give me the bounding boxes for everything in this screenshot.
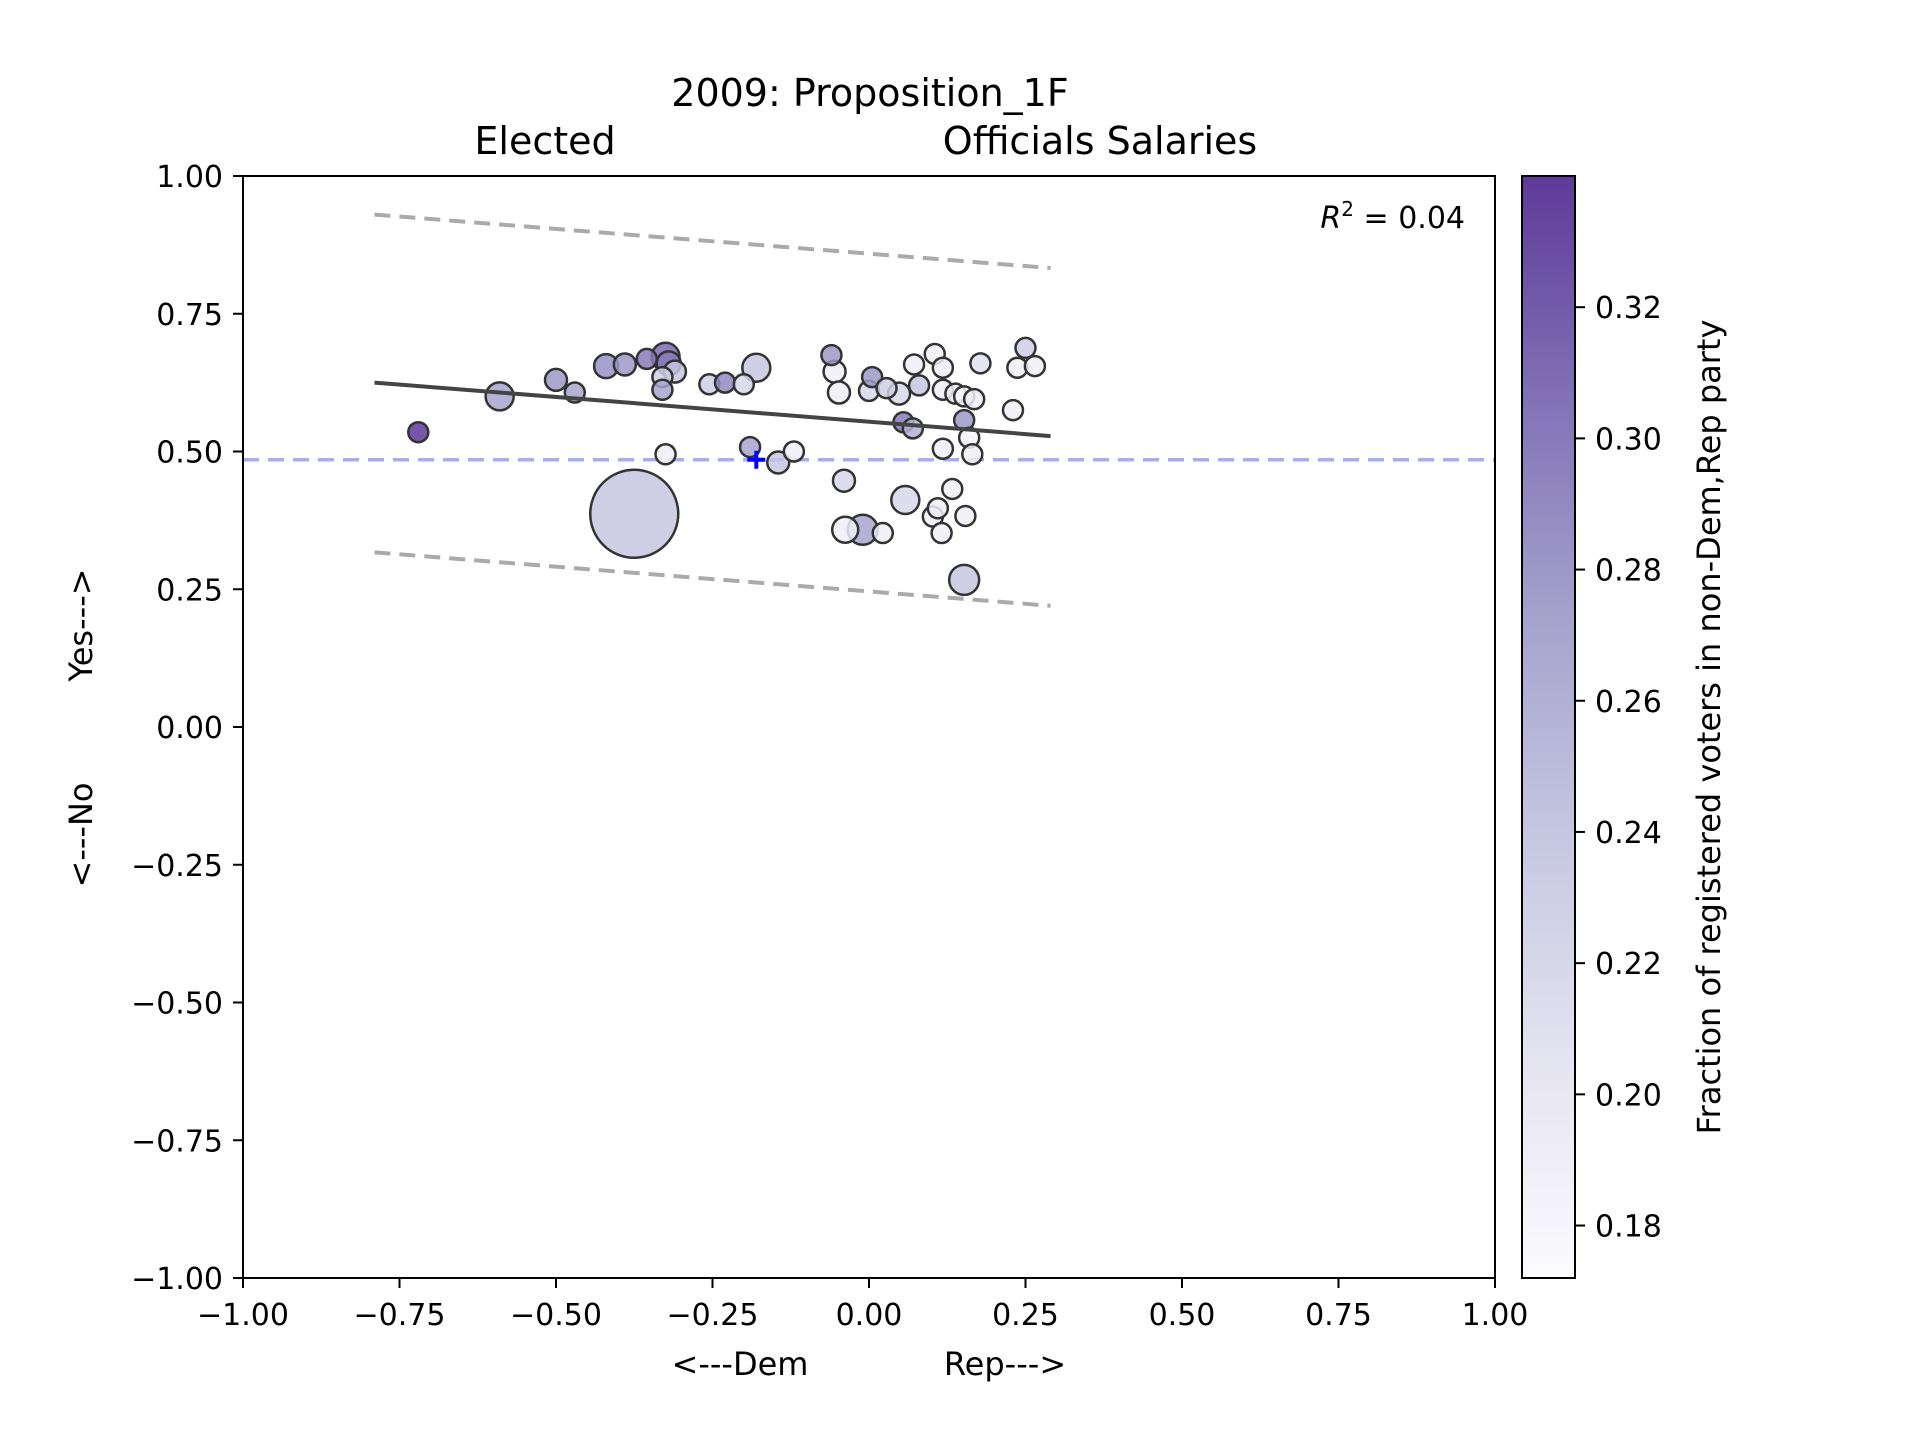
y-tick-label: 0.75 bbox=[156, 298, 223, 333]
y-tick-label: −0.25 bbox=[131, 849, 223, 884]
plot-background bbox=[243, 176, 1495, 1278]
data-point bbox=[732, 373, 756, 396]
upper-bound-line bbox=[374, 212, 1051, 271]
y-axis-ticks: −1.00 −0.75 −0.50 −0.25 0.00 0.25 0.50 0.75 1.00 bbox=[131, 160, 243, 1297]
data-point bbox=[713, 371, 737, 394]
r2-label-r: R bbox=[1320, 201, 1341, 236]
x-tick-label: 0.25 bbox=[992, 1298, 1059, 1333]
x-axis-ticks: −1.00 −0.75 −0.50 −0.25 0.00 0.25 0.50 0.75 1.00 bbox=[197, 1278, 1528, 1333]
data-point bbox=[875, 376, 898, 400]
x-tick-label: −0.75 bbox=[354, 1298, 446, 1333]
x-axis-label-left: <---Dem bbox=[672, 1345, 809, 1383]
colorbar-tick-label: 0.20 bbox=[1595, 1078, 1662, 1113]
r2-annotation: R2 = 0.04 bbox=[1320, 197, 1465, 236]
colorbar-tick-label: 0.30 bbox=[1595, 422, 1662, 457]
data-point bbox=[782, 440, 806, 463]
data-point bbox=[901, 417, 925, 440]
x-tick-label: −1.00 bbox=[197, 1298, 289, 1333]
data-point bbox=[931, 437, 955, 460]
data-point bbox=[831, 468, 857, 493]
data-point bbox=[871, 521, 895, 545]
x-axis-label-right: Rep---> bbox=[944, 1345, 1066, 1383]
colorbar-tick-label: 0.24 bbox=[1595, 816, 1662, 851]
r2-label-exp: 2 bbox=[1341, 197, 1354, 221]
data-point bbox=[961, 443, 984, 466]
data-point bbox=[926, 497, 950, 520]
y-tick-label: −1.00 bbox=[131, 1262, 223, 1297]
y-tick-label: −0.75 bbox=[131, 1124, 223, 1159]
y-axis-label-top: Yes---> bbox=[62, 568, 100, 682]
data-point bbox=[589, 468, 680, 560]
x-tick-label: −0.50 bbox=[510, 1298, 602, 1333]
marker-layer bbox=[374, 380, 1051, 469]
colorbar-tick-label: 0.32 bbox=[1595, 291, 1662, 326]
data-point bbox=[635, 347, 659, 371]
data-point bbox=[826, 380, 852, 405]
y-axis-label-bottom: <---No bbox=[62, 783, 100, 888]
x-tick-label: 0.75 bbox=[1305, 1298, 1372, 1333]
y-tick-label: 0.50 bbox=[156, 436, 223, 471]
chart-title: 2009: Proposition_1F bbox=[671, 71, 1068, 115]
points-layer bbox=[407, 336, 1047, 597]
data-point bbox=[930, 521, 953, 545]
colorbar-gradient bbox=[1521, 175, 1576, 1279]
colorbar: 0.18 0.20 0.22 0.24 0.26 0.28 0.30 0.32 Fractio… bbox=[1521, 175, 1728, 1279]
y-tick-label: 1.00 bbox=[156, 160, 223, 195]
x-tick-label: 1.00 bbox=[1462, 1298, 1529, 1333]
data-point bbox=[947, 563, 981, 597]
data-point bbox=[931, 356, 955, 379]
lower-bound-line bbox=[374, 550, 1051, 608]
colorbar-label: Fraction of registered voters in non-Dem… bbox=[1690, 320, 1728, 1135]
data-point bbox=[954, 504, 977, 528]
data-point bbox=[651, 378, 674, 402]
r2-label-value: = 0.04 bbox=[1354, 201, 1465, 236]
data-point bbox=[654, 443, 677, 466]
colorbar-ticks: 0.18 0.20 0.22 0.24 0.26 0.28 0.30 0.32 bbox=[1575, 291, 1662, 1245]
plot-area: −1.00 −0.75 −0.50 −0.25 0.00 0.25 0.50 0.75 1.00… bbox=[131, 160, 1528, 1333]
data-point bbox=[612, 352, 638, 377]
lines-layer bbox=[243, 212, 1495, 608]
data-point bbox=[765, 450, 791, 475]
colorbar-tick-label: 0.22 bbox=[1595, 947, 1662, 982]
data-point bbox=[941, 477, 964, 501]
chart-subtitle-right: Officials Salaries bbox=[943, 119, 1257, 163]
x-tick-label: −0.25 bbox=[667, 1298, 759, 1333]
data-point bbox=[1023, 354, 1047, 378]
y-tick-label: −0.50 bbox=[131, 987, 223, 1022]
chart-subtitle-left: Elected bbox=[474, 119, 615, 163]
data-point bbox=[830, 515, 860, 544]
y-tick-label: 0.25 bbox=[156, 573, 223, 608]
data-point bbox=[1014, 336, 1037, 360]
data-point bbox=[1001, 398, 1025, 422]
data-point bbox=[969, 352, 992, 375]
colorbar-tick-label: 0.18 bbox=[1595, 1210, 1662, 1245]
data-point bbox=[543, 367, 569, 393]
data-point bbox=[962, 387, 986, 411]
colorbar-tick-label: 0.28 bbox=[1595, 554, 1662, 589]
x-tick-label: 0.50 bbox=[1149, 1298, 1216, 1333]
regression-line bbox=[374, 380, 1051, 439]
data-point bbox=[820, 343, 843, 367]
data-point bbox=[902, 353, 926, 376]
data-point bbox=[484, 381, 515, 412]
colorbar-tick-label: 0.26 bbox=[1595, 685, 1662, 720]
x-tick-label: 0.00 bbox=[836, 1298, 903, 1333]
data-point bbox=[407, 420, 430, 444]
y-tick-label: 0.00 bbox=[156, 711, 223, 746]
data-point bbox=[907, 374, 931, 397]
data-point bbox=[890, 484, 921, 516]
